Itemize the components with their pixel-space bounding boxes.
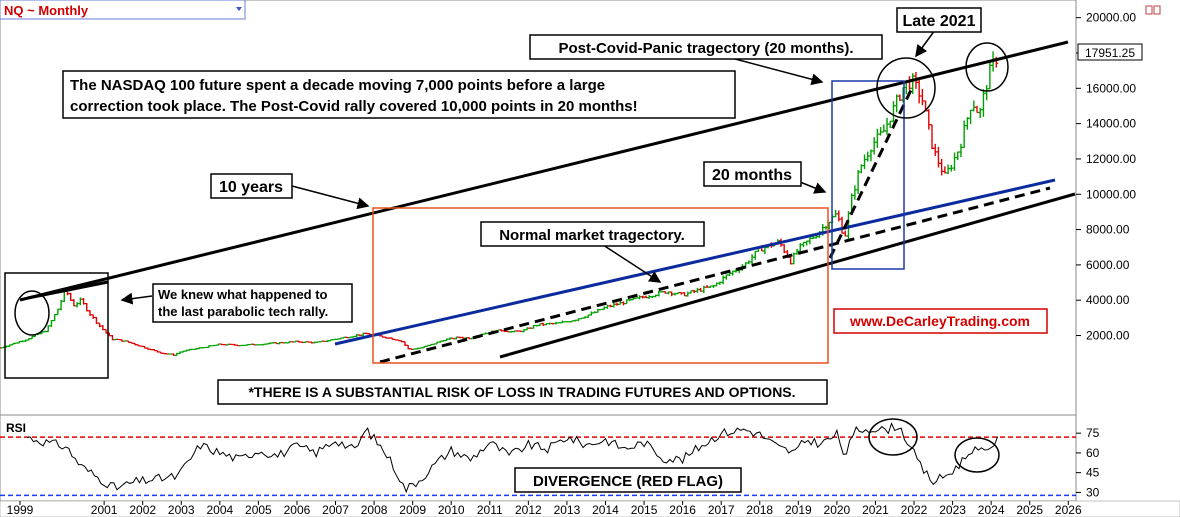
risk-disclaimer-label: *THERE IS A SUBSTANTIAL RISK OF LOSS IN … bbox=[248, 384, 795, 400]
price-tick-label: 20000.00 bbox=[1086, 11, 1136, 25]
x-tick-label: 2007 bbox=[322, 503, 349, 517]
rsi-peak-circle-2021 bbox=[868, 418, 918, 456]
late-2021-arrow bbox=[915, 29, 936, 58]
summary-line-1: The NASDAQ 100 future spent a decade mov… bbox=[70, 77, 605, 94]
price-tick-label: 4000.00 bbox=[1086, 293, 1130, 307]
x-axis-band bbox=[0, 500, 1180, 517]
annotation-text: NQ ~ Monthly Late 2021 Post-Covid-Panic … bbox=[0, 0, 1048, 493]
ten-years-arrow bbox=[291, 185, 370, 210]
upper-channel-line bbox=[19, 40, 1069, 302]
rsi-circle-2024 bbox=[954, 437, 1000, 473]
twenty-months-box bbox=[703, 161, 802, 187]
x-tick-label: 2014 bbox=[592, 503, 619, 517]
x-tick-label: 2021 bbox=[862, 503, 889, 517]
twenty-months-label: 20 months bbox=[712, 167, 792, 184]
lower-channel-line bbox=[499, 192, 1076, 359]
x-tick-label: 2010 bbox=[438, 503, 465, 517]
parabolic-box bbox=[152, 283, 353, 323]
price-tick-label: 2000.00 bbox=[1086, 329, 1130, 343]
price-tick-label: 16000.00 bbox=[1086, 81, 1136, 95]
late-2021-box bbox=[896, 7, 982, 33]
current-price-circle bbox=[965, 42, 1009, 92]
x-tick-label: 2017 bbox=[708, 503, 735, 517]
summary-box bbox=[62, 70, 736, 119]
x-tick-label: 1999 bbox=[7, 503, 34, 517]
x-tick-label: 2015 bbox=[631, 503, 658, 517]
rsi-title: RSI bbox=[6, 421, 26, 435]
twenty-months-arrow bbox=[799, 181, 827, 194]
normal-trajectory-label: Normal market tragectory. bbox=[499, 227, 685, 244]
x-tick-label: 2004 bbox=[206, 503, 233, 517]
x-tick-label: 2009 bbox=[399, 503, 426, 517]
dotcom-peak-circle bbox=[14, 290, 50, 336]
rsi-tick-label: 30 bbox=[1086, 485, 1100, 499]
post-covid-box bbox=[529, 34, 883, 60]
parabolic-line-1: We knew what happened to bbox=[158, 287, 328, 302]
x-tick-label: 2016 bbox=[669, 503, 696, 517]
ten-years-label: 10 years bbox=[219, 179, 283, 196]
late-2021-peak-circle bbox=[876, 57, 936, 119]
x-tick-label: 2011 bbox=[477, 503, 503, 517]
dotcom-box bbox=[4, 272, 109, 379]
x-tick-label: 2005 bbox=[245, 503, 272, 517]
normal-trajectory-box bbox=[480, 221, 705, 247]
x-tick-label: 2026 bbox=[1055, 503, 1082, 517]
symbol-label: NQ ~ Monthly bbox=[4, 3, 89, 18]
x-tick-label: 2022 bbox=[901, 503, 928, 517]
pane-close-icon[interactable] bbox=[1153, 5, 1161, 15]
late-2021-label: Late 2021 bbox=[903, 13, 976, 30]
website-label: www.DeCarleyTrading.com bbox=[849, 313, 1030, 329]
price-tick-label: 6000.00 bbox=[1086, 258, 1130, 272]
price-tick-label: 10000.00 bbox=[1086, 187, 1136, 201]
rsi-tick-label: 75 bbox=[1086, 426, 1100, 440]
rsi-axis: 30 45 60 75 bbox=[1076, 426, 1100, 499]
x-tick-label: 2013 bbox=[554, 503, 581, 517]
divergence-label: DIVERGENCE (RED FLAG) bbox=[533, 473, 723, 490]
x-tick-label: 2002 bbox=[129, 503, 156, 517]
chevron-down-icon[interactable] bbox=[236, 7, 242, 11]
covid-rally-box bbox=[831, 80, 905, 270]
x-tick-label: 2001 bbox=[91, 503, 118, 517]
last-price-box bbox=[1077, 43, 1143, 61]
x-tick-label: 2024 bbox=[978, 503, 1005, 517]
parabolic-arrow bbox=[120, 292, 153, 305]
divergence-box bbox=[514, 467, 742, 493]
x-tick-label: 2018 bbox=[746, 503, 773, 517]
rsi-tick-label: 60 bbox=[1086, 446, 1100, 460]
blue-trend-line bbox=[334, 178, 1056, 346]
rsi-series-line bbox=[26, 422, 999, 494]
rsi-tick-label: 45 bbox=[1086, 466, 1100, 480]
summary-line-2: correction took place. The Post-Covid ra… bbox=[70, 98, 638, 115]
ten-years-box bbox=[210, 173, 293, 199]
normal-trajectory-arrow bbox=[599, 242, 662, 283]
x-tick-label: 2003 bbox=[168, 503, 195, 517]
price-tick-label: 8000.00 bbox=[1086, 223, 1130, 237]
x-tick-label: 2008 bbox=[361, 503, 388, 517]
symbol-selector[interactable] bbox=[0, 0, 246, 20]
x-tick-label: 2019 bbox=[785, 503, 812, 517]
x-tick-label: 2025 bbox=[1016, 503, 1043, 517]
x-tick-label: 2006 bbox=[284, 503, 311, 517]
x-tick-label: 2012 bbox=[515, 503, 542, 517]
price-tick-label: 12000.00 bbox=[1086, 152, 1136, 166]
normal-trajectory-dashed-line bbox=[379, 186, 1051, 364]
price-axis: 2000.00 4000.00 6000.00 8000.00 10000.00 1200… bbox=[1076, 11, 1136, 343]
price-bars bbox=[0, 51, 999, 356]
decade-range-box bbox=[372, 207, 829, 364]
pane-toggle-icon[interactable] bbox=[1145, 5, 1153, 15]
price-tick-label: 14000.00 bbox=[1086, 117, 1136, 131]
post-covid-label: Post-Covid-Panic tragectory (20 months). bbox=[558, 40, 853, 57]
risk-disclaimer-box bbox=[217, 379, 828, 405]
last-price-label: 17951.25 bbox=[1085, 46, 1135, 60]
x-tick-label: 2023 bbox=[939, 503, 966, 517]
trend-overlays bbox=[4, 40, 1076, 379]
website-box bbox=[833, 308, 1048, 334]
x-tick-label: 2020 bbox=[824, 503, 851, 517]
x-axis: 1999 2001 2002 2003 2004 2005 2006 2007 2008 2009… bbox=[0, 500, 1180, 517]
parabolic-line-2: the last parabolic tech rally. bbox=[158, 304, 328, 319]
